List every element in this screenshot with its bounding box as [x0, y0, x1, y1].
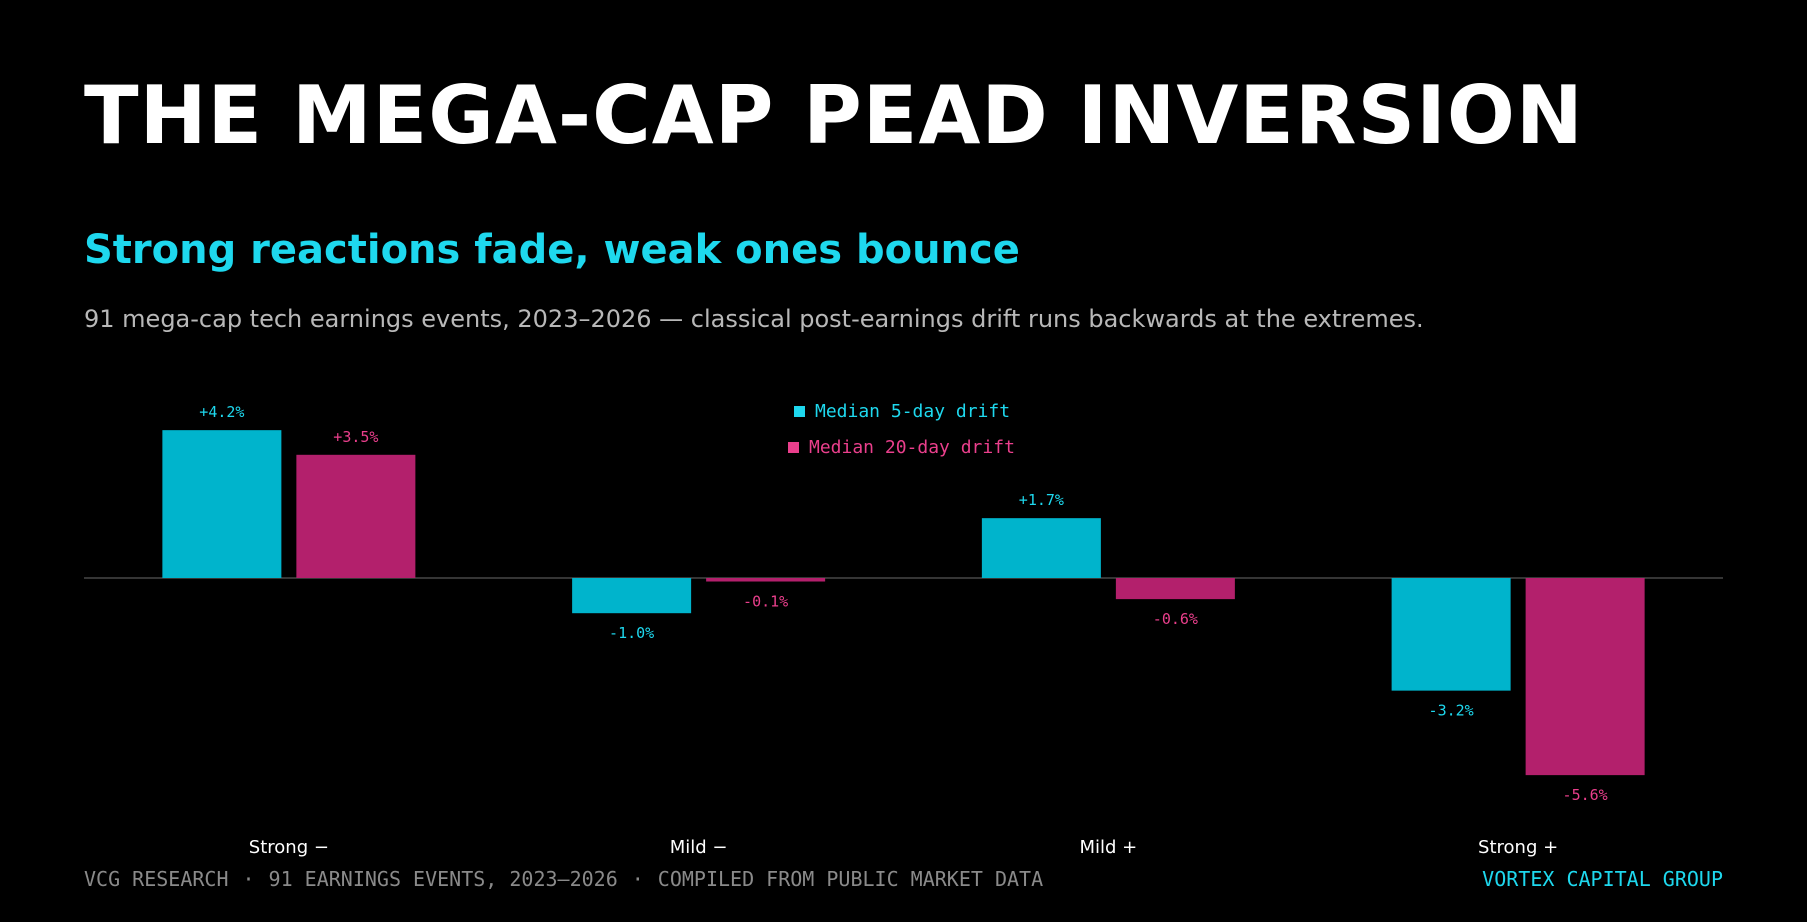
legend-swatch [794, 406, 805, 417]
legend-entry: Median 20-day drift [809, 437, 1015, 458]
footer-source: VCG RESEARCH · 91 EARNINGS EVENTS, 2023–20… [84, 866, 1043, 892]
legend-swatch [788, 442, 799, 453]
data-label: -1.0% [609, 624, 654, 642]
bar-five-day [162, 430, 282, 578]
bar-five-day [981, 518, 1101, 578]
footer-separator: · [631, 867, 644, 891]
bar-twenty-day [1525, 578, 1645, 776]
bar-twenty-day [706, 578, 826, 582]
data-label: -3.2% [1429, 702, 1474, 720]
category-tick-label: Strong + [1478, 837, 1558, 858]
chart-subtitle: Strong reactions fade, weak ones bounce [84, 227, 1020, 273]
category-tick-label: Mild + [1079, 837, 1137, 858]
chart-description: 91 mega-cap tech earnings events, 2023–2… [84, 305, 1424, 333]
data-label: -5.6% [1563, 786, 1608, 804]
chart-title: THE MEGA-CAP PEAD INVERSION [84, 69, 1584, 162]
data-label: +4.2% [199, 403, 244, 421]
footer-source-part: 91 EARNINGS EVENTS, 2023–2026 [268, 867, 618, 891]
footer-separator: · [242, 867, 255, 891]
data-label: +3.5% [333, 428, 378, 446]
legend-entry: Median 5-day drift [815, 401, 1010, 422]
bar-five-day [572, 578, 692, 614]
footer-brand: VORTEX CAPITAL GROUP [1482, 867, 1723, 891]
data-label: +1.7% [1019, 491, 1064, 509]
category-tick-label: Strong − [249, 837, 329, 858]
bar-five-day [1391, 578, 1511, 691]
bar-twenty-day [1115, 578, 1235, 600]
footer-source-part: VCG RESEARCH [84, 867, 229, 891]
bar-twenty-day [296, 454, 416, 578]
category-tick-label: Mild − [670, 837, 728, 858]
data-label: -0.1% [743, 593, 788, 611]
footer-source-part: COMPILED FROM PUBLIC MARKET DATA [657, 867, 1044, 891]
data-label: -0.6% [1153, 610, 1198, 628]
